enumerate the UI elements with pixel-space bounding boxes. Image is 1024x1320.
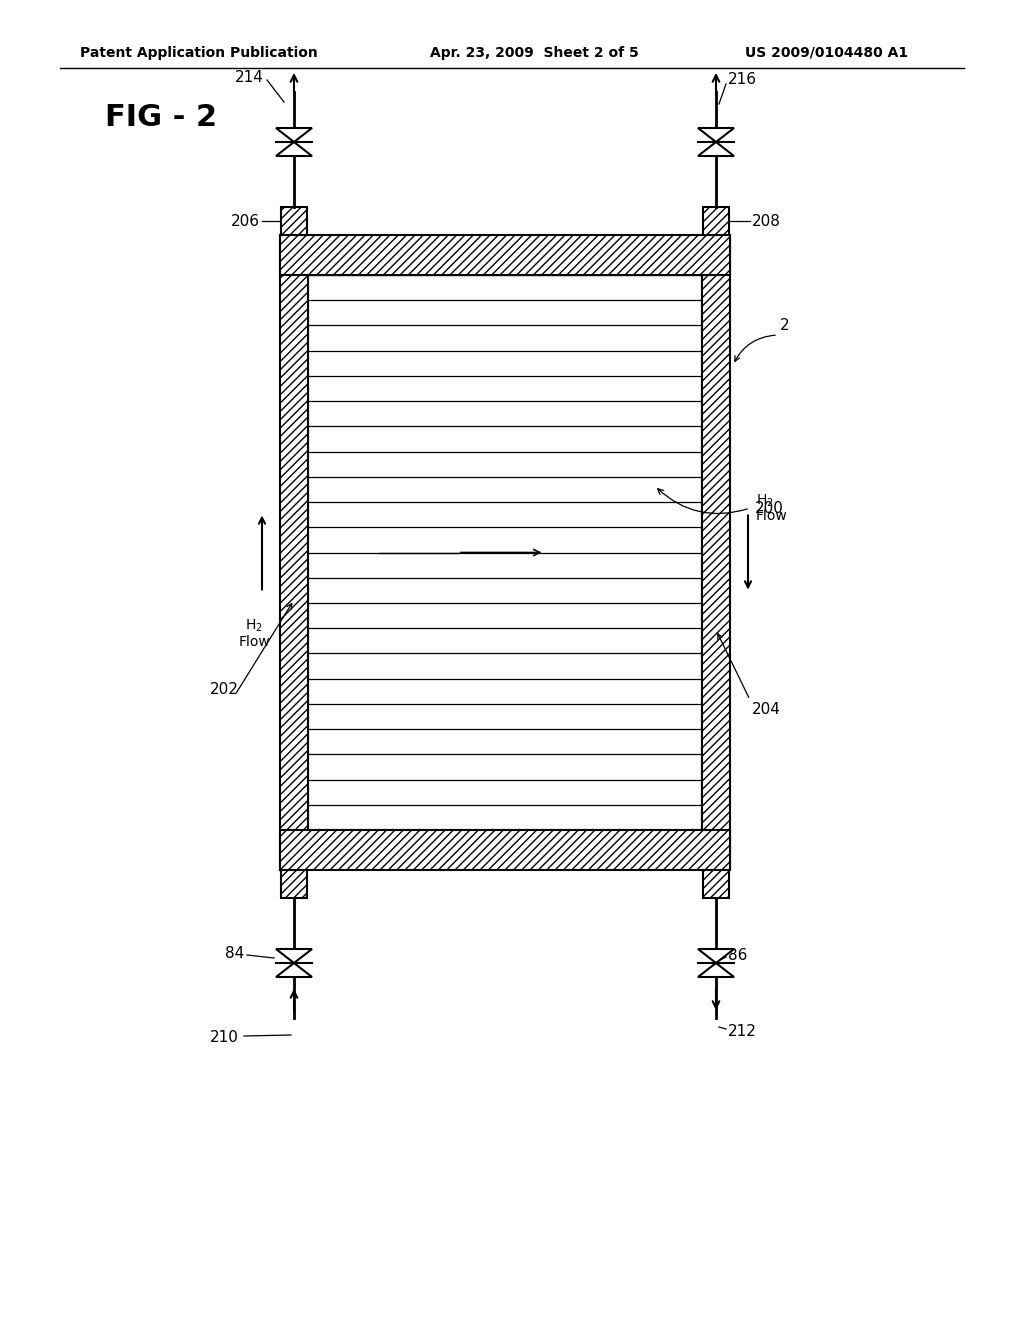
Bar bbox=[702, 235, 730, 870]
Polygon shape bbox=[276, 964, 312, 977]
Polygon shape bbox=[698, 964, 734, 977]
Text: 86: 86 bbox=[728, 948, 748, 962]
Text: Patent Application Publication: Patent Application Publication bbox=[80, 46, 317, 59]
Text: 200: 200 bbox=[755, 500, 784, 516]
Polygon shape bbox=[698, 143, 734, 156]
Text: 206: 206 bbox=[231, 214, 260, 228]
Text: 210: 210 bbox=[210, 1031, 239, 1045]
Polygon shape bbox=[276, 128, 312, 143]
Text: Apr. 23, 2009  Sheet 2 of 5: Apr. 23, 2009 Sheet 2 of 5 bbox=[430, 46, 639, 59]
Polygon shape bbox=[276, 143, 312, 156]
Bar bbox=[281, 207, 307, 235]
Text: 212: 212 bbox=[728, 1023, 757, 1039]
Text: 208: 208 bbox=[752, 214, 781, 228]
Text: Flow: Flow bbox=[239, 635, 270, 648]
Text: H$_2$: H$_2$ bbox=[245, 618, 263, 634]
Text: Flow: Flow bbox=[756, 508, 787, 523]
Text: 216: 216 bbox=[728, 73, 757, 87]
Text: 2: 2 bbox=[780, 318, 790, 333]
Bar bbox=[280, 235, 308, 870]
Bar bbox=[703, 207, 729, 235]
Text: 214: 214 bbox=[236, 70, 264, 84]
Bar bbox=[280, 830, 730, 870]
Text: FIG - 2: FIG - 2 bbox=[105, 103, 217, 132]
Polygon shape bbox=[698, 949, 734, 964]
Text: 84: 84 bbox=[224, 945, 244, 961]
Text: H$_2$: H$_2$ bbox=[756, 492, 774, 510]
Polygon shape bbox=[698, 128, 734, 143]
Text: US 2009/0104480 A1: US 2009/0104480 A1 bbox=[745, 46, 908, 59]
Text: 204: 204 bbox=[752, 702, 781, 718]
Bar bbox=[281, 870, 307, 898]
Text: 202: 202 bbox=[210, 682, 239, 697]
Bar bbox=[308, 275, 702, 830]
Bar bbox=[280, 235, 730, 275]
Polygon shape bbox=[276, 949, 312, 964]
Bar bbox=[703, 870, 729, 898]
